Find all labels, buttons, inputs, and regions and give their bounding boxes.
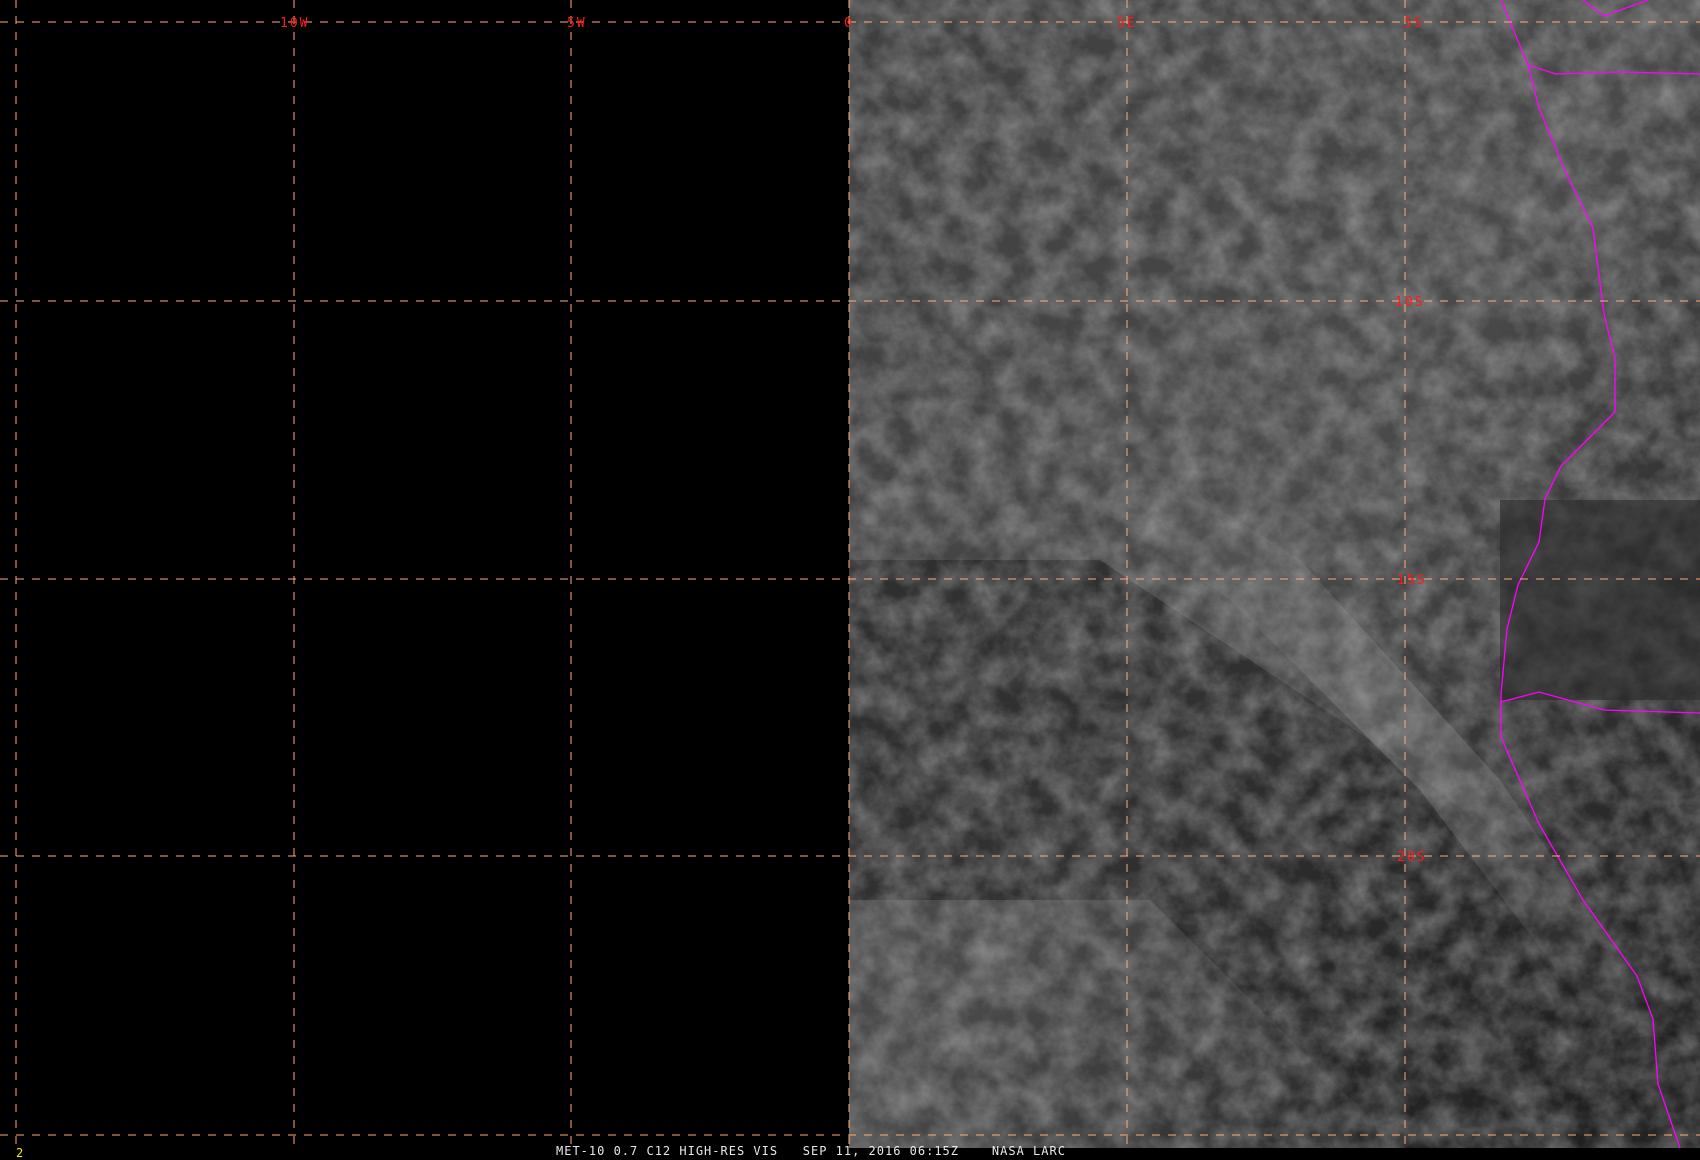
lat-label-5s: 5S — [1404, 16, 1424, 31]
lon-label-5e: 5E — [1117, 16, 1137, 31]
satellite-imagery — [849, 0, 1700, 1148]
lat-label-15s: 15S — [1397, 573, 1426, 588]
country-borders — [1500, 0, 1700, 1149]
lat-label-20s: 20S — [1397, 850, 1426, 865]
grid-labels: 10W 5W 0 5E 5S 10S 15S 20S — [280, 16, 1426, 865]
border-south — [1500, 691, 1700, 714]
frame-number: 2 — [16, 1146, 24, 1160]
lon-label-10w: 10W — [280, 16, 309, 31]
image-caption: MET-10 0.7 C12 HIGH-RES VIS SEP 11, 2016… — [556, 1144, 1066, 1158]
coastline — [1500, 0, 1681, 1149]
lat-label-10s: 10S — [1395, 295, 1424, 310]
border-north — [1527, 64, 1700, 75]
lon-label-0: 0 — [844, 16, 854, 31]
lon-label-5w: 5W — [567, 16, 587, 31]
border-top — [1582, 0, 1649, 17]
